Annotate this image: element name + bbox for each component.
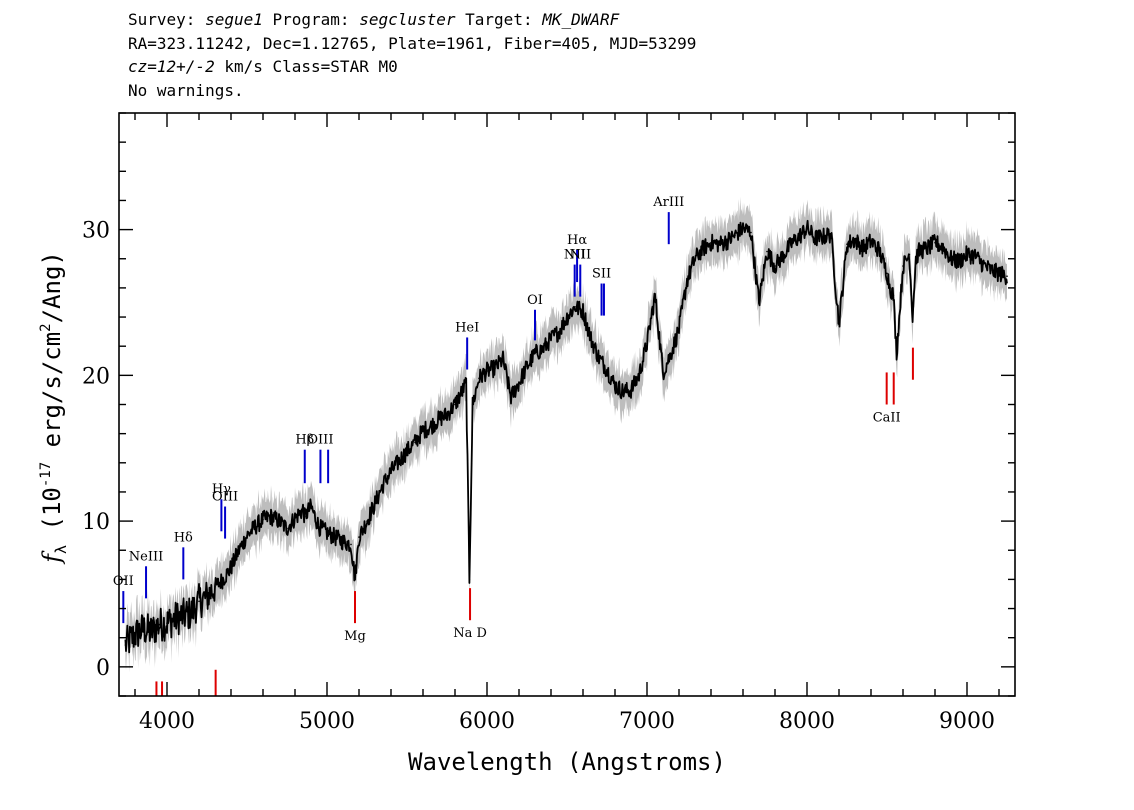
spectrum-header: Survey: segue1 Program: segcluster Targe… <box>128 8 696 102</box>
y-axis-title: fλ (10-17 erg/s/cm2/Ang) <box>38 251 70 565</box>
x-tick-label: 5000 <box>299 709 355 734</box>
spectral-line-markers: OIINeIIIHδHγOIIIHβOIIIHeIOINIIHαNIISIIAr… <box>113 195 914 696</box>
x-tick-label: 4000 <box>139 709 195 734</box>
flux-error-band-area <box>125 196 1007 673</box>
target-label: Target: <box>455 10 543 29</box>
emission-line-label: OIII <box>212 490 238 505</box>
x-tick-label: 7000 <box>619 709 675 734</box>
survey-value: segue1 <box>205 10 263 29</box>
flux-line <box>124 219 1008 654</box>
emission-line-label: Hγ <box>212 482 231 497</box>
emission-line-label: NII <box>569 248 591 263</box>
header-line-redshift: cz=12+/-2 km/s Class=STAR M0 <box>128 55 696 79</box>
emission-line-label: HeI <box>455 320 479 335</box>
absorption-line-label: Na D <box>453 626 487 641</box>
x-axis-title: Wavelength (Angstroms) <box>408 748 726 776</box>
x-tick-label: 8000 <box>779 709 835 734</box>
header-line-warnings: No warnings. <box>128 80 244 100</box>
flux-data-point <box>350 543 352 546</box>
program-value: segcluster <box>359 10 456 29</box>
x-tick-label: 9000 <box>939 709 995 734</box>
target-value: MK_DWARF <box>542 10 620 29</box>
y-tick-label: 30 <box>82 219 110 244</box>
emission-line-label: OIII <box>307 433 333 448</box>
x-tick-label: 6000 <box>459 709 515 734</box>
emission-line-label: NII <box>564 248 586 263</box>
absorption-line-label: Mg <box>344 629 366 644</box>
flux-line-series <box>124 219 1008 654</box>
flux-error-band <box>124 196 1008 673</box>
header-line-survey: Survey: segue1 Program: segcluster Targe… <box>128 8 696 32</box>
redshift-value: cz=12+/-2 <box>128 57 215 76</box>
emission-line-label: NeIII <box>129 549 163 564</box>
plot-frame <box>118 112 1016 697</box>
emission-line-label: OI <box>527 293 543 308</box>
flux-data-point <box>358 536 360 538</box>
y-tick-label: 20 <box>82 364 110 389</box>
emission-line-label: Hδ <box>174 530 193 545</box>
header-line-coordinates: RA=323.11242, Dec=1.12765, Plate=1961, F… <box>128 33 697 53</box>
plot-axes: 4000 5000 6000 7000 8000 9000 0 10 20 30 <box>82 112 1016 734</box>
emission-line-label: Hα <box>567 233 587 248</box>
y-tick-label: 0 <box>96 656 110 681</box>
flux-data-point <box>198 600 200 603</box>
emission-line-label: Hβ <box>295 433 314 448</box>
flux-data-point <box>750 231 752 234</box>
emission-line-label: SII <box>592 267 611 282</box>
y-tick-label: 10 <box>82 510 110 535</box>
survey-label: Survey: <box>128 10 206 29</box>
emission-line-label: OII <box>113 574 134 589</box>
flux-data-point <box>766 250 768 253</box>
program-label: Program: <box>262 10 360 29</box>
emission-line-label: ArIII <box>652 195 684 210</box>
redshift-class: km/s Class=STAR M0 <box>214 57 398 76</box>
flux-data-point <box>1006 275 1008 278</box>
svg-text:fλ (10-17 erg/s/cm2/Ang): fλ (10-17 erg/s/cm2/Ang) <box>38 251 70 565</box>
absorption-line-label: CaII <box>873 411 901 426</box>
